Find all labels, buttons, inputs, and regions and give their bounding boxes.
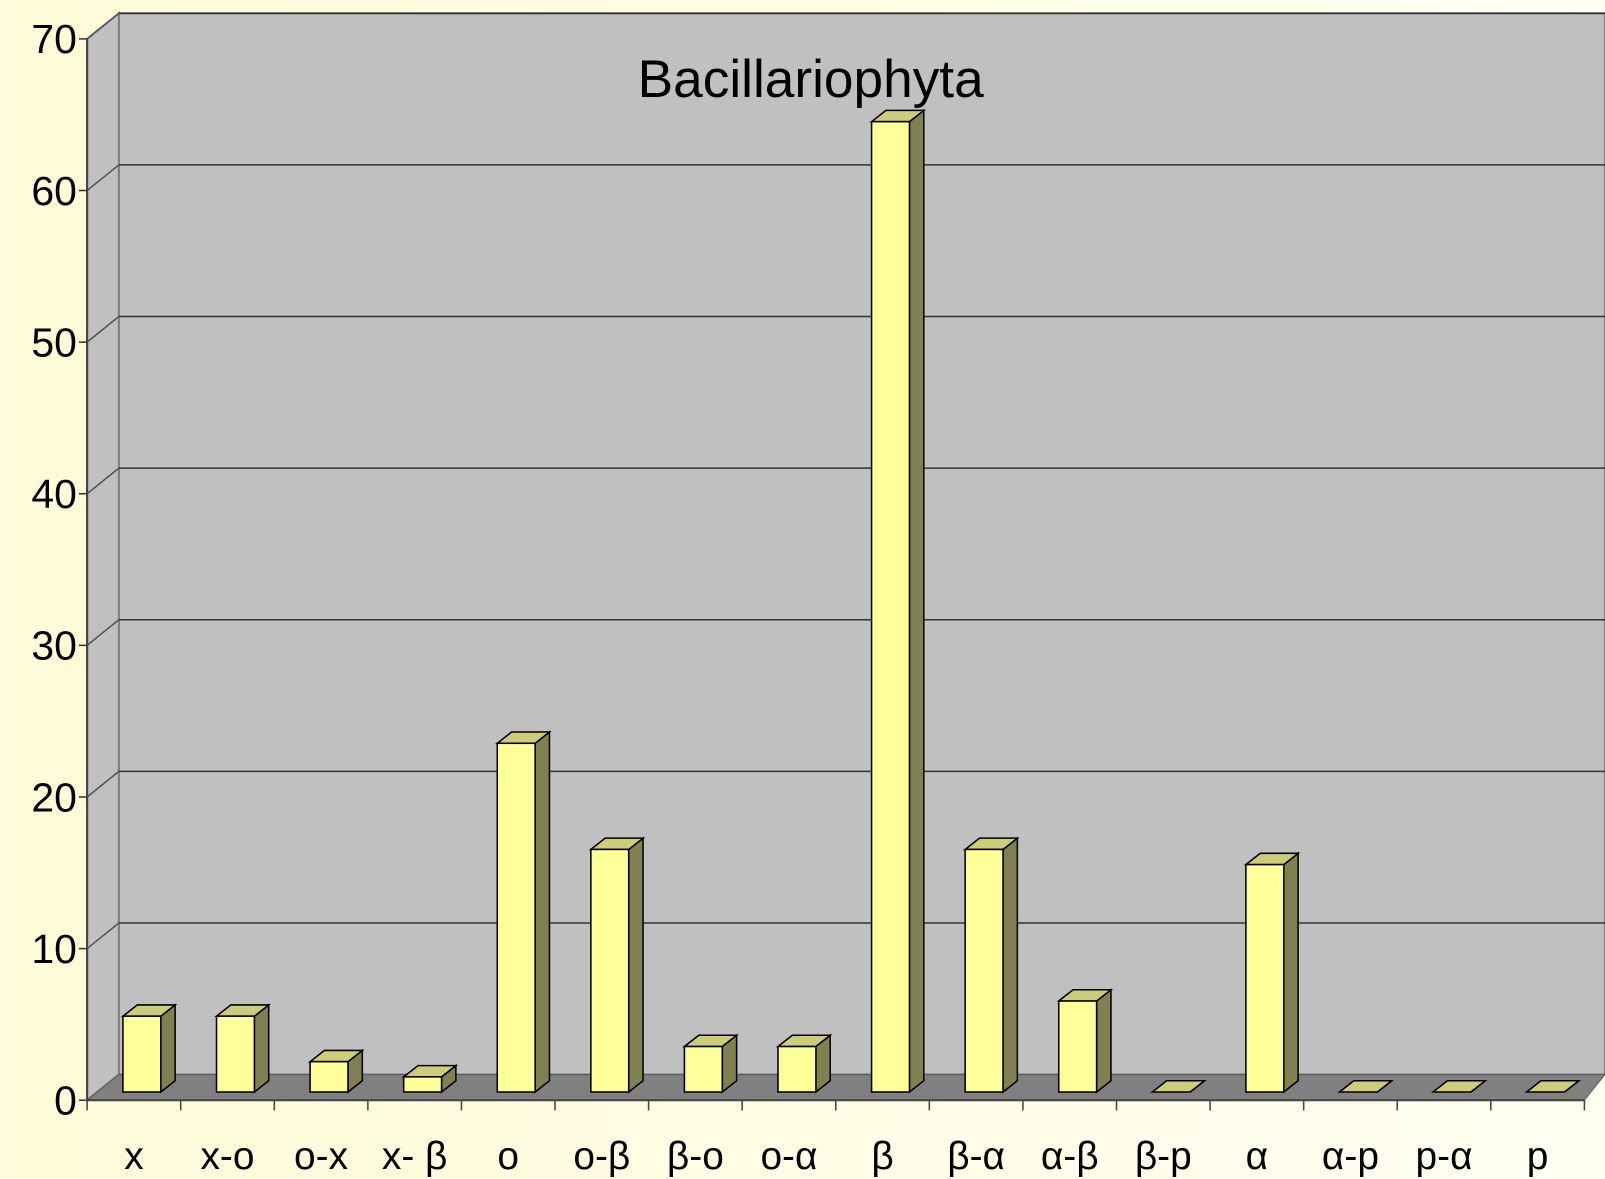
y-tick-label: 50	[31, 319, 77, 365]
bar-front	[590, 848, 630, 1093]
bar-front	[402, 1076, 443, 1093]
y-tick-label: 70	[31, 16, 77, 62]
back-wall	[117, 12, 1605, 1076]
bar	[1430, 1079, 1488, 1093]
bar-front	[964, 848, 1004, 1093]
bar	[1056, 988, 1114, 1094]
bar-front	[1245, 863, 1285, 1093]
side-grid	[86, 619, 120, 646]
y-tick-label: 30	[31, 623, 77, 669]
bar-side	[627, 836, 644, 1094]
bar	[1337, 1079, 1394, 1093]
bar-side	[160, 1003, 176, 1094]
y-tick-label: 10	[31, 926, 77, 972]
y-tick-label: 0	[54, 1078, 77, 1124]
x-tick-label: x-o	[200, 1135, 254, 1178]
side-grid	[86, 467, 120, 495]
bar	[962, 836, 1020, 1094]
bar-front	[777, 1045, 817, 1093]
bar-side	[1095, 988, 1112, 1094]
bar	[495, 730, 552, 1094]
x-tick-label: o-α	[760, 1135, 817, 1178]
bar-front	[1057, 1000, 1098, 1093]
x-tick-label: α-β	[1041, 1135, 1099, 1178]
side-grid	[86, 922, 120, 950]
bar-front	[496, 742, 536, 1093]
x-tick-label: x	[124, 1135, 144, 1178]
x-tick-label: β	[871, 1135, 893, 1178]
x-tick-label: o-x	[294, 1135, 349, 1178]
bar	[307, 1048, 365, 1094]
side-grid	[86, 770, 120, 798]
bar	[869, 108, 926, 1094]
side-grid	[86, 12, 120, 40]
x-tick-label: β-α	[947, 1135, 1005, 1178]
bar-front	[122, 1015, 162, 1093]
bar-top	[1430, 1079, 1488, 1093]
bar	[775, 1033, 833, 1094]
x-tick-label: α-p	[1322, 1135, 1379, 1178]
bar-front	[215, 1015, 256, 1093]
x-tick-label: p-α	[1416, 1135, 1473, 1178]
y-tick-label: 20	[31, 774, 77, 820]
bar-front	[683, 1045, 724, 1093]
x-tick-label: o-β	[573, 1135, 630, 1178]
bar-side	[253, 1003, 270, 1094]
y-tick-label: 60	[31, 168, 77, 214]
bar-side	[908, 108, 925, 1094]
bar-top	[1337, 1079, 1394, 1093]
bar	[401, 1064, 459, 1094]
bar-front	[870, 120, 911, 1093]
bar	[588, 836, 646, 1094]
bar	[214, 1003, 271, 1094]
side-grid	[86, 164, 120, 192]
side-grid	[86, 315, 120, 343]
bar	[1524, 1079, 1582, 1093]
y-tick-label: 40	[31, 471, 77, 517]
bar-top	[1524, 1079, 1582, 1093]
x-tick-label: β-p	[1135, 1135, 1192, 1178]
chart-title: Bacillariophyta	[638, 50, 984, 109]
x-tick-label: p	[1527, 1135, 1549, 1178]
bar-side	[1002, 836, 1019, 1094]
bar-side	[1283, 851, 1299, 1094]
bar	[1243, 851, 1301, 1094]
bar	[120, 1003, 178, 1094]
bar	[682, 1033, 739, 1094]
side-wall	[86, 11, 120, 1103]
bar	[1150, 1079, 1207, 1093]
bar-front	[309, 1060, 349, 1093]
x-tick-label: β-o	[667, 1135, 724, 1178]
x-tick-label: x- β	[382, 1135, 448, 1178]
x-tick-label: o	[497, 1135, 519, 1178]
bar-top	[1150, 1079, 1207, 1093]
x-tick-label: α	[1246, 1135, 1268, 1178]
bar-side	[534, 730, 551, 1094]
